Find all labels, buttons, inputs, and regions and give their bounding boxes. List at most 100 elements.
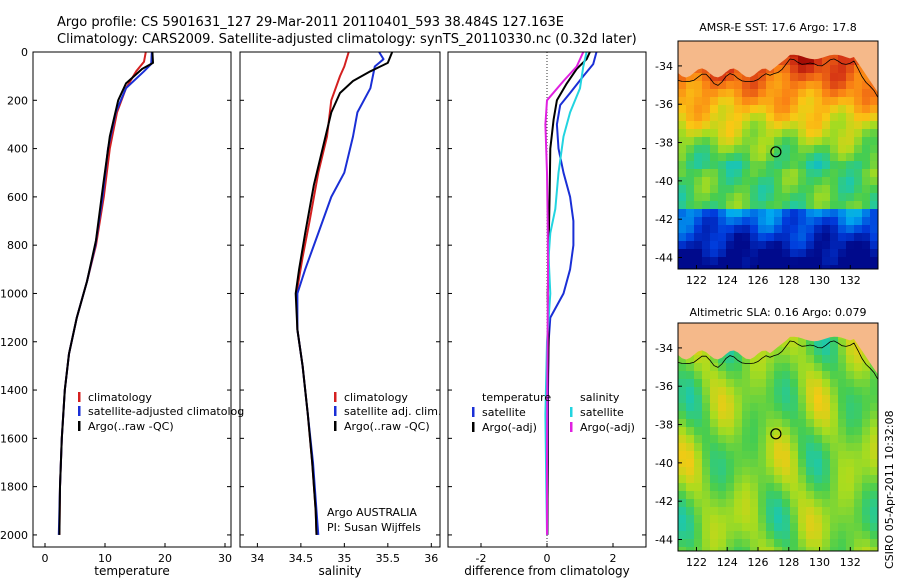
salinity-frame <box>239 51 441 548</box>
temperature-ytick-label: 0 <box>21 46 28 59</box>
legend-label: Argo(-adj) <box>580 421 635 434</box>
sst-map-shelf-contour <box>677 58 879 98</box>
sla-map-xtick-label: 122 <box>686 556 707 569</box>
temperature-series-0 <box>58 51 147 535</box>
sla-map-title: Altimetric SLA: 0.16 Argo: 0.079 <box>689 306 866 319</box>
difference-xtick-label: 0 <box>544 552 551 565</box>
legend-label: satellite <box>580 406 624 419</box>
sst-map-ytick-label: -42 <box>655 213 673 226</box>
temperature-ytick-label: 600 <box>7 191 28 204</box>
temperature-ytick-label: 1600 <box>0 432 28 445</box>
credit-stamp: CSIRO 05-Apr-2011 10:32:08 <box>883 410 896 569</box>
legend-swatch <box>570 407 573 417</box>
legend-swatch <box>334 421 337 431</box>
sla-map-frame <box>677 322 879 552</box>
legend-heading: temperature <box>482 391 551 404</box>
salinity-panel: 34 34.5 35 35.5 36 salinity climatologysatelli… <box>239 51 441 578</box>
temperature-xlabel: temperature <box>94 564 169 578</box>
sst-map-ytick-label: -38 <box>655 137 673 150</box>
sst-map-xtick-label: 130 <box>809 274 830 287</box>
legend-swatch <box>334 406 337 416</box>
temperature-panel: 0 10 20 30 temperature 0 200 400 600 800 1000 1200 1… <box>0 46 244 578</box>
sst-map-frame <box>677 40 879 270</box>
legend-label: climatology <box>344 391 408 404</box>
salinity-series-0 <box>295 51 350 535</box>
annotation-line-2: PI: Susan Wijffels <box>327 521 421 534</box>
sla-map-xtick-label: 132 <box>840 556 861 569</box>
temperature-ytick-label: 800 <box>7 239 28 252</box>
argo-float-marker <box>770 146 782 158</box>
temperature-series-1 <box>57 51 153 535</box>
difference-xtick-label: -2 <box>476 552 487 565</box>
temperature-ytick-label: 1000 <box>0 287 28 300</box>
difference-xlabel: difference from climatology <box>464 564 630 578</box>
sla-map-ytick-label: -34 <box>655 342 673 355</box>
difference-series-0 <box>546 51 598 535</box>
temperature-xtick-label: 10 <box>98 552 112 565</box>
legend-swatch <box>334 392 337 402</box>
sla-map-ytick-label: -42 <box>655 495 673 508</box>
salinity-xtick-label: 34.5 <box>289 552 314 565</box>
temperature-xtick-label: 20 <box>158 552 172 565</box>
legend-label: Argo(..raw -QC) <box>344 420 430 433</box>
legend-swatch <box>78 421 81 431</box>
difference-xtick-label: 2 <box>610 552 617 565</box>
temperature-ytick-label: 1800 <box>0 481 28 494</box>
sla-map-field <box>678 323 878 551</box>
sst-map-land <box>678 41 878 93</box>
temperature-ytick-label: 400 <box>7 143 28 156</box>
sst-map-ytick-label: -40 <box>655 175 673 188</box>
difference-series-2 <box>544 51 588 535</box>
argo-float-marker <box>770 428 782 440</box>
salinity-xlabel: salinity <box>318 564 361 578</box>
difference-series-3 <box>544 51 585 535</box>
sst-map-title: AMSR-E SST: 17.6 Argo: 17.8 <box>699 21 857 34</box>
salinity-series-2 <box>294 51 394 535</box>
sla-map-xtick-label: 130 <box>809 556 830 569</box>
legend-swatch <box>78 406 81 416</box>
sst-map-panel: AMSR-E SST: 17.6 Argo: 17.8 122 124 126 128 1… <box>655 21 879 287</box>
legend-swatch <box>472 407 475 417</box>
header-line-2: Climatology: CARS2009. Satellite-adjuste… <box>57 32 637 47</box>
annotation-line-1: Argo AUSTRALIA <box>327 506 417 519</box>
legend-swatch <box>472 422 475 432</box>
temperature-xtick-label: 30 <box>218 552 232 565</box>
legend-label: satellite adj. clim. <box>344 405 441 418</box>
legend-swatch <box>78 392 81 402</box>
sla-map-land <box>678 323 878 375</box>
temperature-ytick-label: 1400 <box>0 384 28 397</box>
sst-map-xtick-label: 126 <box>748 274 769 287</box>
salinity-series-1 <box>296 51 385 535</box>
salinity-xtick-label: 34 <box>250 552 264 565</box>
sst-map-xtick-label: 124 <box>717 274 738 287</box>
legend-label: Argo(..raw -QC) <box>88 420 174 433</box>
legend-label: satellite <box>482 406 526 419</box>
difference-series-1 <box>546 51 591 535</box>
sst-map-ytick-label: -44 <box>655 252 673 265</box>
sla-map-ytick-label: -44 <box>655 534 673 547</box>
sla-map-panel: Altimetric SLA: 0.16 Argo: 0.079 122 124 12… <box>655 306 879 569</box>
sst-map-ytick-label: -36 <box>655 98 673 111</box>
temperature-ytick-label: 1200 <box>0 336 28 349</box>
salinity-xtick-label: 36 <box>424 552 438 565</box>
sst-map-xtick-label: 122 <box>686 274 707 287</box>
temperature-series-2 <box>58 51 154 535</box>
sla-map-shelf-contour <box>677 340 879 380</box>
legend-swatch <box>570 422 573 432</box>
temperature-frame <box>32 51 232 548</box>
header-line-1: Argo profile: CS 5901631_127 29-Mar-2011… <box>57 15 564 30</box>
temperature-ytick-label: 200 <box>7 94 28 107</box>
salinity-xtick-label: 35 <box>337 552 351 565</box>
sst-map-xtick-label: 132 <box>840 274 861 287</box>
temperature-ytick-label: 2000 <box>0 529 28 542</box>
sla-map-ytick-label: -38 <box>655 419 673 432</box>
sst-map-ytick-label: -34 <box>655 60 673 73</box>
salinity-xtick-label: 35.5 <box>376 552 401 565</box>
temperature-xtick-label: 0 <box>42 552 49 565</box>
sst-map-field <box>678 41 878 269</box>
sla-map-ytick-label: -40 <box>655 457 673 470</box>
legend-label: satellite-adjusted climatolog <box>88 405 244 418</box>
legend-heading: salinity <box>580 391 620 404</box>
sla-map-xtick-label: 128 <box>778 556 799 569</box>
